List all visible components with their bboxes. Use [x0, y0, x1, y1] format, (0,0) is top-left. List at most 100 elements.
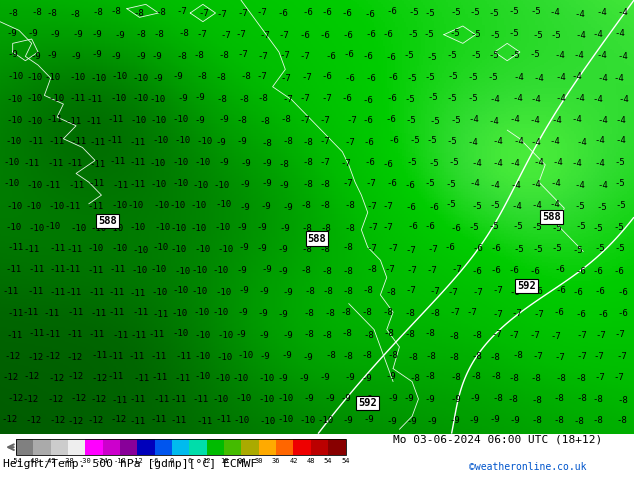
Text: -7: -7	[493, 287, 503, 295]
Text: -9: -9	[469, 416, 479, 424]
Text: -11: -11	[153, 395, 169, 404]
Text: -10: -10	[150, 95, 166, 103]
Text: -6: -6	[302, 8, 313, 17]
Text: -4: -4	[552, 116, 562, 124]
Text: -11: -11	[23, 159, 39, 168]
Text: -11: -11	[130, 138, 146, 147]
Text: -10: -10	[197, 137, 212, 147]
Text: -11: -11	[129, 289, 145, 298]
Text: -8: -8	[508, 395, 519, 404]
Text: -9: -9	[278, 181, 289, 190]
Text: -5: -5	[551, 223, 562, 233]
Text: -11: -11	[107, 352, 123, 361]
Text: -9: -9	[449, 416, 460, 425]
Text: -11: -11	[150, 415, 166, 424]
Text: -12: -12	[44, 352, 61, 361]
Text: -5: -5	[552, 245, 562, 253]
Text: -10: -10	[107, 224, 124, 233]
Text: -5: -5	[488, 222, 499, 231]
Text: -7: -7	[257, 8, 268, 17]
Text: -11: -11	[70, 138, 86, 147]
Text: -5: -5	[407, 74, 418, 83]
Text: -10: -10	[7, 116, 23, 125]
Text: -9: -9	[261, 159, 272, 168]
Text: -11: -11	[109, 265, 126, 274]
Text: -4: -4	[533, 158, 544, 167]
Text: -10: -10	[172, 286, 188, 295]
Text: -5: -5	[424, 179, 435, 188]
Text: -9: -9	[236, 223, 247, 232]
Text: -48: -48	[27, 458, 39, 464]
Text: -9: -9	[7, 29, 18, 38]
Text: -6: -6	[362, 96, 373, 104]
Text: -5: -5	[406, 158, 417, 167]
Text: -8: -8	[342, 351, 353, 361]
Text: -5: -5	[429, 159, 440, 168]
Text: -12: -12	[3, 373, 19, 382]
Text: -4: -4	[572, 115, 583, 124]
Text: -8: -8	[216, 74, 226, 82]
Text: -8: -8	[111, 7, 122, 17]
Text: -9: -9	[195, 93, 205, 102]
Text: -4: -4	[531, 180, 541, 189]
Text: -8: -8	[262, 139, 273, 147]
Text: -7: -7	[302, 74, 313, 82]
Text: -8: -8	[325, 309, 335, 318]
Text: -9: -9	[241, 159, 251, 168]
Text: -11: -11	[148, 330, 165, 339]
Bar	[51, 439, 68, 455]
Text: -12: -12	[131, 458, 144, 464]
Text: -9: -9	[299, 374, 309, 383]
Text: -4: -4	[555, 51, 566, 60]
Text: -8: -8	[342, 267, 353, 276]
Text: -10: -10	[6, 222, 22, 232]
Text: -10: -10	[153, 200, 169, 210]
Text: -6: -6	[553, 308, 564, 317]
Bar	[138, 439, 155, 455]
Text: -11: -11	[65, 201, 81, 211]
Text: -8: -8	[301, 224, 312, 233]
Text: -5: -5	[427, 93, 438, 102]
Text: -9: -9	[282, 203, 293, 212]
Text: -6: -6	[320, 31, 330, 40]
Text: -10: -10	[6, 202, 23, 211]
Text: -8: -8	[304, 287, 315, 296]
Text: -8: -8	[448, 332, 459, 341]
Text: -10: -10	[213, 308, 229, 318]
Text: -5: -5	[448, 72, 458, 81]
Text: -7: -7	[383, 222, 394, 231]
Text: -11: -11	[89, 330, 105, 340]
Text: -4: -4	[615, 136, 626, 145]
Text: -11: -11	[89, 179, 105, 188]
Text: -10: -10	[111, 245, 127, 253]
Text: -12: -12	[111, 416, 127, 424]
Text: -5: -5	[424, 29, 435, 39]
Text: -10: -10	[190, 224, 207, 233]
Text: -9: -9	[278, 310, 288, 318]
Text: -10: -10	[70, 224, 86, 233]
Text: -7: -7	[197, 30, 207, 39]
Text: -6: -6	[388, 136, 399, 146]
Text: -11: -11	[86, 117, 101, 125]
Text: -4: -4	[529, 116, 540, 125]
Text: -6: -6	[472, 245, 482, 253]
Text: -6: -6	[385, 52, 396, 62]
Text: -7: -7	[366, 179, 377, 188]
Text: -4: -4	[617, 52, 628, 61]
Text: -6: -6	[404, 180, 415, 190]
Bar	[190, 439, 207, 455]
Bar	[16, 439, 346, 455]
Text: -11: -11	[70, 94, 86, 103]
Text: -5: -5	[509, 51, 520, 60]
Text: -7: -7	[199, 9, 210, 18]
Text: -8: -8	[300, 201, 311, 210]
Text: -10: -10	[169, 201, 186, 210]
Text: -10: -10	[150, 159, 165, 168]
Text: -11: -11	[48, 159, 64, 169]
Text: -6: -6	[425, 222, 436, 231]
Text: -9: -9	[258, 331, 269, 340]
Text: -9: -9	[262, 265, 273, 274]
Text: -4: -4	[550, 8, 560, 17]
Text: -11: -11	[67, 159, 82, 168]
Text: -6: -6	[387, 73, 398, 82]
